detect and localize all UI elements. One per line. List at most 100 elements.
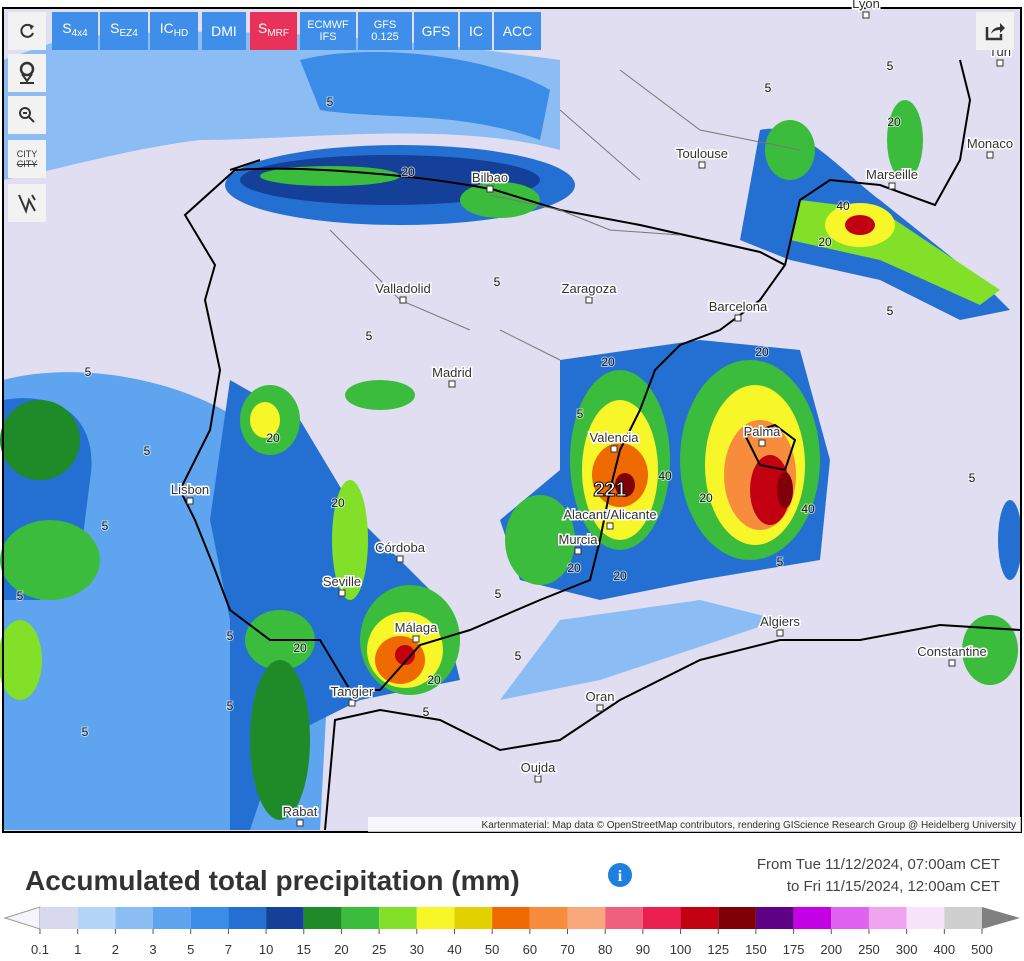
button-label: 4x4 bbox=[71, 28, 88, 39]
button-label: GFS bbox=[421, 23, 451, 39]
color-bin bbox=[831, 907, 869, 929]
button-label: IC bbox=[469, 23, 483, 39]
model-button[interactable]: DMI bbox=[202, 12, 246, 50]
city-label: Palma bbox=[744, 424, 782, 439]
legend-tick-label: 15 bbox=[297, 942, 311, 957]
contour-label: 20 bbox=[427, 673, 441, 687]
color-bin bbox=[529, 907, 568, 929]
button-label: DMI bbox=[211, 23, 237, 39]
city-label: Zaragoza bbox=[562, 281, 618, 296]
legend-tick-label: 25 bbox=[372, 942, 386, 957]
legend-tick-label: 60 bbox=[523, 942, 537, 957]
model-button[interactable]: S4x4 bbox=[52, 12, 98, 50]
button-label: ECMWF bbox=[307, 19, 349, 31]
attribution-bg bbox=[368, 817, 1021, 832]
legend-tick-label: 5 bbox=[187, 942, 194, 957]
button-label: MRF bbox=[267, 28, 289, 39]
reload-button[interactable] bbox=[8, 12, 46, 50]
model-button[interactable]: SEZ4 bbox=[100, 12, 148, 50]
svg-text:i: i bbox=[618, 868, 623, 885]
color-bin bbox=[266, 907, 304, 929]
city-marker bbox=[448, 380, 456, 388]
legend-tick-label: 250 bbox=[858, 942, 880, 957]
city-label: Valladolid bbox=[375, 281, 430, 296]
city-label: Marseille bbox=[866, 167, 918, 182]
info-icon[interactable]: i bbox=[608, 863, 632, 887]
city-label: Seville bbox=[323, 574, 361, 589]
city-marker bbox=[585, 296, 593, 304]
color-bin bbox=[755, 907, 794, 929]
color-bin bbox=[40, 907, 78, 929]
legend-title: Accumulated total precipitation (mm) bbox=[25, 865, 520, 896]
legend-tick-label: 400 bbox=[933, 942, 955, 957]
color-bin bbox=[567, 907, 606, 929]
model-button[interactable]: ICHD bbox=[150, 12, 198, 50]
button-label: 0.125 bbox=[371, 31, 399, 43]
city-label: Alacant/Alicante bbox=[563, 507, 656, 522]
contour-label: 5 bbox=[102, 519, 109, 533]
legend-tick-label: 175 bbox=[783, 942, 805, 957]
contour-label: 5 bbox=[82, 725, 89, 739]
button-label: HD bbox=[173, 28, 189, 39]
contour-label: 20 bbox=[699, 491, 713, 505]
city-marker bbox=[610, 445, 618, 453]
color-bin bbox=[642, 907, 681, 929]
contour-label: 5 bbox=[85, 365, 92, 379]
model-button[interactable]: IC bbox=[460, 12, 492, 50]
city-label: Madrid bbox=[432, 365, 472, 380]
contour-label: 20 bbox=[613, 569, 627, 583]
model-button[interactable]: SMRF bbox=[250, 12, 297, 50]
legend-tick-label: 80 bbox=[598, 942, 612, 957]
button-label: S bbox=[110, 20, 120, 36]
color-bin bbox=[341, 907, 380, 929]
contour-label: 20 bbox=[293, 641, 307, 655]
city-label: Lisbon bbox=[171, 482, 209, 497]
contour-label: 5 bbox=[777, 555, 784, 569]
city-toggle[interactable]: CITY CITY bbox=[8, 140, 46, 178]
city-label: Barcelona bbox=[709, 299, 768, 314]
city-marker bbox=[698, 161, 706, 169]
color-bin bbox=[416, 907, 455, 929]
legend-tick-label: 90 bbox=[636, 942, 650, 957]
model-button[interactable]: ACC bbox=[494, 12, 541, 50]
button-label: S bbox=[62, 20, 72, 36]
city-marker bbox=[758, 439, 766, 447]
contour-label: 5 bbox=[577, 407, 584, 421]
color-bin bbox=[454, 907, 493, 929]
legend-tick-label: 300 bbox=[896, 942, 918, 957]
contour-label: 40 bbox=[658, 469, 672, 483]
location-button[interactable] bbox=[8, 54, 46, 92]
contour-label: 5 bbox=[17, 589, 24, 603]
button-label: GFS bbox=[373, 19, 397, 31]
legend-tick-label: 100 bbox=[670, 942, 692, 957]
zoom-out-button[interactable] bbox=[8, 96, 46, 134]
model-button[interactable]: GFS bbox=[414, 12, 458, 50]
color-bin bbox=[605, 907, 643, 929]
contour-label: 5 bbox=[969, 471, 976, 485]
share-button[interactable] bbox=[976, 12, 1014, 50]
legend-tick-label: 1 bbox=[74, 942, 81, 957]
city-marker bbox=[399, 296, 407, 304]
contour-label: 20 bbox=[401, 165, 415, 179]
contour-label: 5 bbox=[887, 304, 894, 318]
city-label: Bilbao bbox=[472, 170, 508, 185]
color-bin bbox=[77, 907, 116, 929]
city-label-struck: CITY bbox=[16, 159, 38, 169]
city-label: Oran bbox=[586, 689, 615, 704]
contour-label: 5 bbox=[494, 275, 501, 289]
model-button[interactable]: ECMWF IFS bbox=[300, 12, 356, 50]
city-label: Murcia bbox=[558, 532, 598, 547]
button-label: IC bbox=[159, 20, 174, 36]
model-button[interactable]: GFS 0.125 bbox=[358, 12, 412, 50]
colorbar-max-arrow bbox=[982, 907, 1020, 929]
route-button[interactable] bbox=[8, 184, 46, 222]
color-bin bbox=[680, 907, 719, 929]
button-label: EZ4 bbox=[119, 28, 138, 39]
legend-tick-label: 3 bbox=[149, 942, 156, 957]
city-marker bbox=[486, 185, 494, 193]
contour-label: 5 bbox=[327, 95, 334, 109]
color-bin bbox=[190, 907, 229, 929]
legend-tick-label: 0.1 bbox=[31, 942, 49, 957]
city-marker bbox=[396, 555, 404, 563]
